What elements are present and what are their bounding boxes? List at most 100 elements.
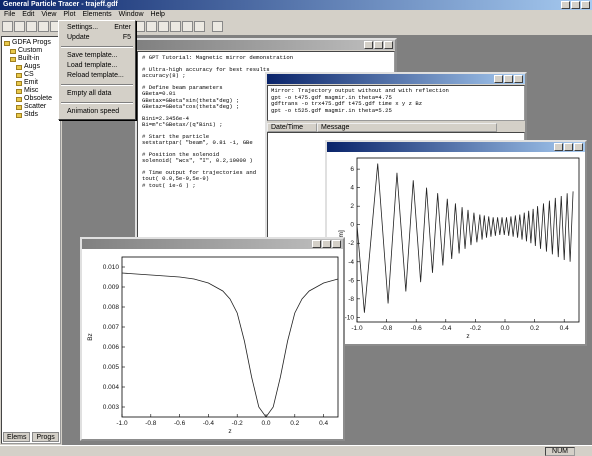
code-line: solenoid( "wcs", "I", 0.2,10000 ) — [142, 157, 253, 164]
title-bar — [327, 142, 585, 152]
minimize[interactable] — [554, 143, 563, 151]
tool-button[interactable] — [14, 21, 25, 32]
code-block: # Time output for trajectories and tout( … — [142, 168, 390, 190]
y-tick-label: 0.007 — [103, 324, 120, 331]
maximize[interactable] — [564, 143, 573, 151]
x-tick-label: -0.8 — [145, 420, 157, 427]
x-tick-label: -0.6 — [411, 325, 423, 332]
close[interactable] — [514, 75, 523, 83]
y-tick-label: 0.003 — [103, 404, 120, 411]
column-header[interactable]: Message — [317, 123, 497, 132]
tree-label: CS — [24, 71, 34, 78]
code-line: GBeta=0.01 — [142, 90, 176, 97]
x-axis-label: z — [466, 333, 469, 340]
tree-row[interactable]: Augs — [4, 63, 58, 71]
tabs: Elems Progs — [3, 432, 59, 442]
message-line: gpt -o t525.gdf magmir.in theta=5.25 — [271, 106, 392, 114]
tree-label: Scatter — [24, 103, 47, 110]
tree-label: Stds — [24, 111, 39, 118]
y-tick-label: 2 — [350, 203, 354, 210]
menu-item[interactable]: Window — [118, 11, 144, 18]
tab[interactable]: Elems — [3, 432, 31, 442]
menu-item[interactable]: Load template... — [59, 61, 135, 71]
code-line: Bini=2.3456e-4 — [142, 114, 189, 122]
app-title: General Particle Tracer - trajeff.gdf — [3, 1, 118, 8]
message-text: Mirror: Trajectory output without and wi… — [267, 85, 525, 121]
tool-button[interactable] — [26, 21, 37, 32]
menu-item[interactable]: Update F5 — [59, 33, 135, 43]
tree-row[interactable]: Built-in — [4, 55, 58, 63]
maximize[interactable] — [322, 240, 331, 248]
plot-frame — [356, 157, 580, 323]
minimize[interactable] — [312, 240, 321, 248]
message-line: gpt -o t475.gdf magmir.in theta=4.75 — [271, 93, 392, 101]
message-line: gdftrans -o trx475.gdf t475.gdf time x y… — [271, 100, 423, 107]
menu-item[interactable]: Animation speed — [59, 107, 135, 117]
y-tick-label: 6 — [350, 166, 354, 173]
folder-icon — [16, 80, 22, 86]
close[interactable] — [384, 41, 393, 49]
close[interactable] — [574, 143, 583, 151]
menu-item[interactable]: Help — [150, 11, 165, 18]
menu-item[interactable]: Reload template... — [59, 71, 135, 81]
maximize[interactable] — [504, 75, 513, 83]
tool-button[interactable] — [158, 21, 169, 32]
tool-button[interactable] — [170, 21, 181, 32]
status-bar: NUM — [0, 445, 592, 456]
tree-label: GDFA Progs — [12, 39, 51, 46]
y-tick-label: -6 — [348, 277, 354, 284]
data-line — [121, 272, 339, 418]
x-tick-label: -1.0 — [351, 325, 363, 332]
code-block: # Ultra-high accuracy for best results ac… — [142, 65, 390, 80]
menu-item[interactable]: Edit — [22, 11, 35, 18]
tool-button[interactable] — [194, 21, 205, 32]
menu-item[interactable]: View — [41, 11, 57, 18]
tool-button[interactable] — [212, 21, 223, 32]
tree-panel: GDFA Progs Custom Built-in Augs CS Emit Misc Ob… — [1, 36, 61, 444]
maximize[interactable] — [374, 41, 383, 49]
code-line: # Ultra-high accuracy for best results — [142, 65, 270, 73]
x-tick-label: -0.8 — [381, 325, 393, 332]
tool-button[interactable] — [38, 21, 49, 32]
tool-button[interactable] — [146, 21, 157, 32]
menu-item[interactable]: Empty all data — [59, 89, 135, 99]
menu-item[interactable]: Settings... Enter — [59, 23, 135, 33]
tool-button[interactable] — [2, 21, 13, 32]
menu-shortcut: F5 — [122, 34, 131, 41]
tree-row[interactable]: Emit — [4, 79, 58, 87]
tree-row[interactable]: Misc — [4, 87, 58, 95]
tree-label: Misc — [24, 87, 39, 94]
code-line: # GPT Tutorial: Magnetic mirror demonstr… — [142, 54, 294, 61]
code-block: # GPT Tutorial: Magnetic mirror demonstr… — [142, 54, 390, 62]
maximize[interactable] — [571, 1, 580, 9]
tree-row[interactable]: Scatter — [4, 103, 58, 111]
minimize[interactable] — [494, 75, 503, 83]
tree-row[interactable]: GDFA Progs — [4, 39, 58, 47]
tree-row[interactable]: Stds — [4, 111, 58, 119]
tree-label: Built-in — [18, 55, 40, 62]
code-line: # Time output for trajectories and — [142, 168, 257, 176]
menu-item[interactable]: File — [4, 11, 16, 18]
folder-icon — [10, 56, 16, 62]
x-tick-label: 0.2 — [530, 325, 539, 332]
folder-icon — [16, 72, 22, 78]
code-line: GBetax=GBeta*sin(theta*deg) ; — [142, 96, 240, 104]
minimize[interactable] — [364, 41, 373, 49]
tree-row[interactable]: CS — [4, 71, 58, 79]
tree-row[interactable]: Obsolete — [4, 95, 58, 103]
tree-row[interactable]: Custom — [4, 47, 58, 55]
close[interactable] — [581, 1, 590, 9]
column-header[interactable]: Date/Time — [267, 123, 317, 132]
close[interactable] — [332, 240, 341, 248]
tab[interactable]: Progs — [32, 432, 59, 442]
menu-item[interactable]: Elements — [82, 11, 112, 18]
tool-button[interactable] — [182, 21, 193, 32]
menu-label: Save template... — [67, 52, 118, 59]
x-tick-label: 0.4 — [560, 325, 569, 332]
minimize[interactable] — [561, 1, 570, 9]
menu-item[interactable]: Plot — [63, 11, 76, 18]
y-tick-label: 4 — [350, 185, 354, 192]
menu-item[interactable]: Save template... — [59, 51, 135, 61]
code-line: Bi=m*c*GBetax/(q*Bini) ; — [142, 121, 223, 128]
